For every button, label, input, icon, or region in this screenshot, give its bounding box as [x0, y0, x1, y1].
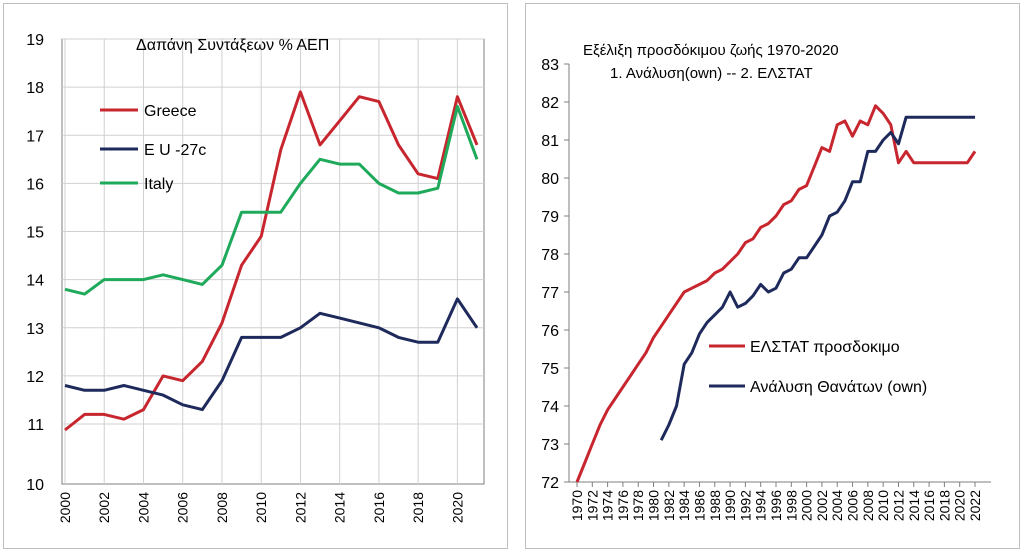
- series-line-2: [64, 104, 479, 296]
- y-tick-label: 72: [541, 475, 559, 492]
- legend-label: Italy: [144, 176, 173, 193]
- x-tick-label: 1970: [569, 490, 585, 521]
- x-tick-label: 2018: [936, 490, 952, 521]
- series-line-1: [64, 297, 479, 412]
- x-tick-label: 2006: [845, 490, 861, 521]
- y-tick-label: 83: [541, 57, 559, 74]
- x-tick-label: 1984: [676, 490, 692, 521]
- y-tick-label: 16: [26, 176, 44, 193]
- y-tick-label: 76: [541, 323, 559, 340]
- x-tick-label: 2010: [875, 490, 891, 521]
- chart-title: Εξέλιξη προσδόκιμου ζωής 1970-2020: [583, 42, 839, 59]
- chart-title: Δαπάνη Συντάξεων % ΑΕΠ: [136, 37, 329, 54]
- x-tick-label: 1996: [768, 490, 784, 521]
- y-tick-label: 18: [26, 80, 44, 97]
- x-tick-label: 1994: [753, 490, 769, 521]
- series-line-0: [64, 90, 479, 432]
- x-tick-label: 2016: [371, 492, 387, 523]
- y-tick-label: 81: [541, 133, 559, 150]
- x-tick-label: 2012: [890, 490, 906, 521]
- x-tick-label: 2008: [214, 492, 230, 523]
- x-tick-label: 1980: [646, 490, 662, 521]
- series-line-0: [575, 104, 977, 483]
- x-tick-label: 1990: [722, 490, 738, 521]
- legend-label: Ανάλυση Θανάτων (own): [750, 379, 927, 396]
- legend-label: Greece: [144, 103, 197, 120]
- x-tick-label: 2016: [921, 490, 937, 521]
- y-tick-label: 13: [26, 321, 44, 338]
- y-tick-label: 78: [541, 247, 559, 264]
- x-tick-label: 2014: [906, 490, 922, 521]
- y-tick-label: 17: [26, 128, 44, 145]
- x-tick-label: 1976: [615, 490, 631, 521]
- x-tick-label: 1974: [600, 490, 616, 521]
- y-tick-label: 74: [541, 399, 559, 416]
- x-tick-label: 2020: [449, 492, 465, 523]
- x-tick-label: 2000: [57, 492, 73, 523]
- x-tick-label: 1978: [630, 490, 646, 521]
- legend-label: E U -27c: [144, 142, 206, 159]
- x-tick-label: 2004: [829, 490, 845, 521]
- x-tick-label: 1972: [584, 490, 600, 521]
- x-tick-label: 2012: [292, 492, 308, 523]
- y-tick-label: 19: [26, 32, 44, 49]
- y-tick-label: 11: [27, 417, 44, 434]
- y-tick-label: 82: [541, 95, 559, 112]
- y-tick-label: 14: [26, 273, 44, 290]
- x-tick-label: 2020: [952, 490, 968, 521]
- x-tick-label: 2018: [410, 492, 426, 523]
- x-tick-label: 2002: [96, 492, 112, 523]
- y-tick-label: 73: [541, 437, 559, 454]
- chart-panel-pension-spending: 10 11 12 13 14 15 16 17 18 19 2000 2002 2004 2006 2008…: [3, 3, 508, 549]
- y-tick-label: 12: [26, 369, 44, 386]
- y-tick-label: 79: [541, 209, 559, 226]
- y-tick-label: 77: [541, 285, 559, 302]
- series-line-1: [659, 115, 975, 441]
- x-tick-label: 2010: [253, 492, 269, 523]
- x-tick-label: 2014: [332, 492, 348, 523]
- x-tick-label: 1986: [691, 490, 707, 521]
- x-tick-label: 1992: [737, 490, 753, 521]
- pension-spending-chart: 10 11 12 13 14 15 16 17 18 19 2000 2002 2004 2006 2008…: [26, 32, 485, 523]
- legend-label: ΕΛΣΤΑΤ προσδοκιμο: [750, 339, 900, 356]
- y-tick-label: 80: [541, 171, 559, 188]
- x-tick-label: 2022: [967, 490, 983, 521]
- x-tick-label: 2006: [175, 492, 191, 523]
- y-tick-label: 75: [541, 361, 559, 378]
- x-tick-label: 2000: [799, 490, 815, 521]
- life-expectancy-chart: 72 73 74 75 76 77 78 79 80 81 82 83 1970 1972 1974 1976…: [541, 42, 991, 521]
- x-tick-label: 1998: [783, 490, 799, 521]
- x-tick-label: 1982: [661, 490, 677, 521]
- x-tick-label: 1988: [707, 490, 723, 521]
- chart-subtitle: 1. Ανάλυση(own) -- 2. ΕΛΣΤΑΤ: [610, 65, 813, 82]
- y-tick-label: 10: [26, 477, 44, 494]
- chart-panel-life-expectancy: 72 73 74 75 76 77 78 79 80 81 82 83 1970 1972 1974 1976…: [525, 3, 1020, 549]
- x-tick-label: 2008: [860, 490, 876, 521]
- x-tick-label: 2002: [814, 490, 830, 521]
- x-tick-label: 2004: [135, 492, 151, 523]
- y-tick-label: 15: [26, 225, 44, 242]
